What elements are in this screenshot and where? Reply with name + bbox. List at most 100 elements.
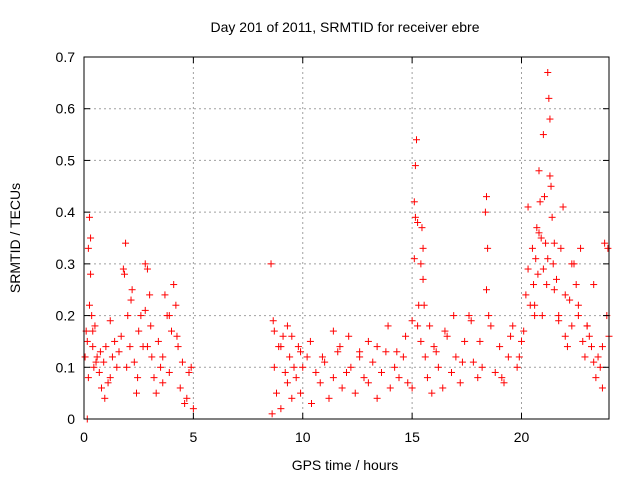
data-point <box>316 379 324 387</box>
x-tick-label: 0 <box>80 429 88 445</box>
y-tick-label: 0.7 <box>56 49 76 65</box>
data-point <box>553 275 560 283</box>
data-point <box>181 399 189 407</box>
data-point <box>581 353 589 361</box>
data-point <box>404 379 412 387</box>
data-point <box>535 229 543 237</box>
data-point <box>574 312 582 320</box>
data-point <box>399 353 407 361</box>
data-point <box>421 353 429 361</box>
data-point <box>336 343 344 351</box>
data-point <box>268 410 276 418</box>
data-point <box>432 348 440 356</box>
data-point <box>345 332 353 340</box>
data-point <box>417 337 425 345</box>
data-point <box>277 343 285 351</box>
data-point <box>288 332 296 340</box>
data-point <box>106 374 114 382</box>
data-point <box>574 301 582 309</box>
data-point <box>561 291 569 299</box>
data-point <box>583 322 591 330</box>
data-point <box>267 260 275 268</box>
data-point <box>141 260 149 268</box>
data-point <box>411 213 419 221</box>
data-point <box>130 358 138 366</box>
data-point <box>85 213 93 221</box>
data-point <box>364 379 372 387</box>
data-point <box>532 255 540 263</box>
data-point <box>452 353 460 361</box>
data-point <box>351 389 359 397</box>
data-point <box>294 343 302 351</box>
data-point <box>520 327 528 335</box>
x-tick-label: 5 <box>189 429 197 445</box>
data-point <box>90 363 98 371</box>
data-point <box>469 358 477 366</box>
data-point <box>334 348 342 356</box>
data-point <box>87 270 95 278</box>
data-point <box>419 244 427 252</box>
data-point <box>487 322 495 330</box>
data-point <box>537 234 545 242</box>
data-point <box>474 374 482 382</box>
data-point <box>531 312 539 320</box>
data-point <box>546 172 554 180</box>
data-point <box>450 312 458 320</box>
x-tick-label: 10 <box>295 429 311 445</box>
data-point <box>189 405 197 413</box>
data-point <box>483 286 490 294</box>
data-point <box>150 374 158 382</box>
data-point <box>408 317 416 325</box>
data-point <box>563 343 571 351</box>
data-point <box>329 374 337 382</box>
data-point <box>176 384 184 392</box>
data-point <box>178 358 186 366</box>
data-point <box>338 384 346 392</box>
data-point <box>419 275 427 283</box>
data-point <box>104 379 112 387</box>
data-point <box>408 384 416 392</box>
data-point <box>277 405 285 413</box>
data-point <box>343 368 350 376</box>
data-point <box>135 327 143 335</box>
data-point <box>522 291 530 299</box>
data-point <box>102 343 110 351</box>
data-point <box>106 317 114 325</box>
data-point <box>420 301 428 309</box>
data-point <box>572 281 580 289</box>
data-point <box>299 363 307 371</box>
data-point <box>465 312 473 320</box>
data-point <box>544 69 552 77</box>
data-point <box>92 358 100 366</box>
data-point <box>147 322 155 330</box>
data-point <box>414 322 422 330</box>
data-point <box>165 312 173 320</box>
data-point <box>509 322 517 330</box>
data-point <box>87 234 95 242</box>
data-point <box>312 368 320 376</box>
data-point <box>568 322 576 330</box>
data-point <box>364 337 372 345</box>
data-point <box>539 265 547 273</box>
data-point <box>297 348 305 356</box>
data-point <box>279 332 287 340</box>
data-point <box>535 167 543 175</box>
data-point <box>185 368 193 376</box>
data-point <box>308 399 315 407</box>
data-point <box>384 322 392 330</box>
data-point <box>270 327 278 335</box>
data-point <box>411 162 419 170</box>
data-point <box>161 291 169 299</box>
data-point <box>119 265 127 273</box>
data-point <box>550 286 558 294</box>
y-tick-label: 0.1 <box>56 359 76 375</box>
data-point <box>568 260 576 268</box>
data-point <box>491 368 499 376</box>
data-point <box>524 265 532 273</box>
data-point <box>598 343 606 351</box>
data-point <box>283 322 291 330</box>
data-point <box>98 384 105 392</box>
data-point <box>83 337 91 345</box>
data-point <box>128 286 136 294</box>
data-point <box>321 358 329 366</box>
